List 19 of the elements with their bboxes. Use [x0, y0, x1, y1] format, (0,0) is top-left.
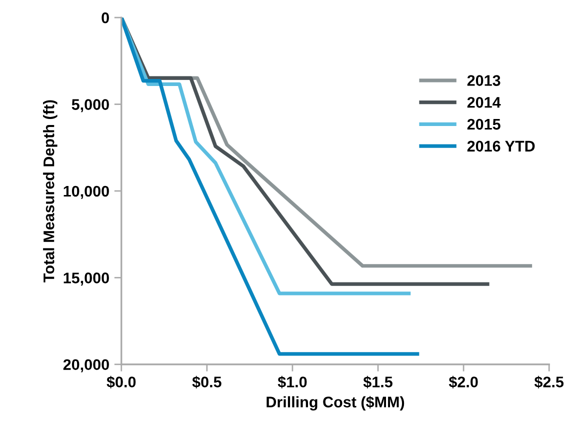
legend-label: 2015: [467, 118, 500, 130]
legend-label: 2013: [467, 75, 500, 86]
y-axis-title: Total Measured Depth (ft): [43, 100, 58, 282]
y-tick-label: 0: [102, 12, 109, 24]
x-tick-label: $1.0: [278, 376, 307, 388]
x-tick-label: $2.5: [534, 376, 564, 388]
line-series: [121, 18, 411, 296]
x-tick-label: $0.0: [106, 376, 136, 388]
x-axis-title: Drilling Cost ($MM): [266, 396, 404, 411]
y-tick-label: 15,000: [64, 272, 109, 286]
y-tick-label: 5,000: [72, 99, 109, 112]
x-tick-label: $2.0: [448, 376, 478, 388]
legend-label: 2014: [467, 97, 501, 108]
x-tick-label: $1.5: [363, 376, 392, 388]
y-tick-label: 10,000: [64, 186, 109, 199]
line-series: [121, 18, 420, 356]
x-tick-label: $0.5: [192, 376, 222, 388]
y-tick-label: 20,000: [63, 359, 109, 372]
legend-label: 2016 YTD: [467, 140, 535, 152]
